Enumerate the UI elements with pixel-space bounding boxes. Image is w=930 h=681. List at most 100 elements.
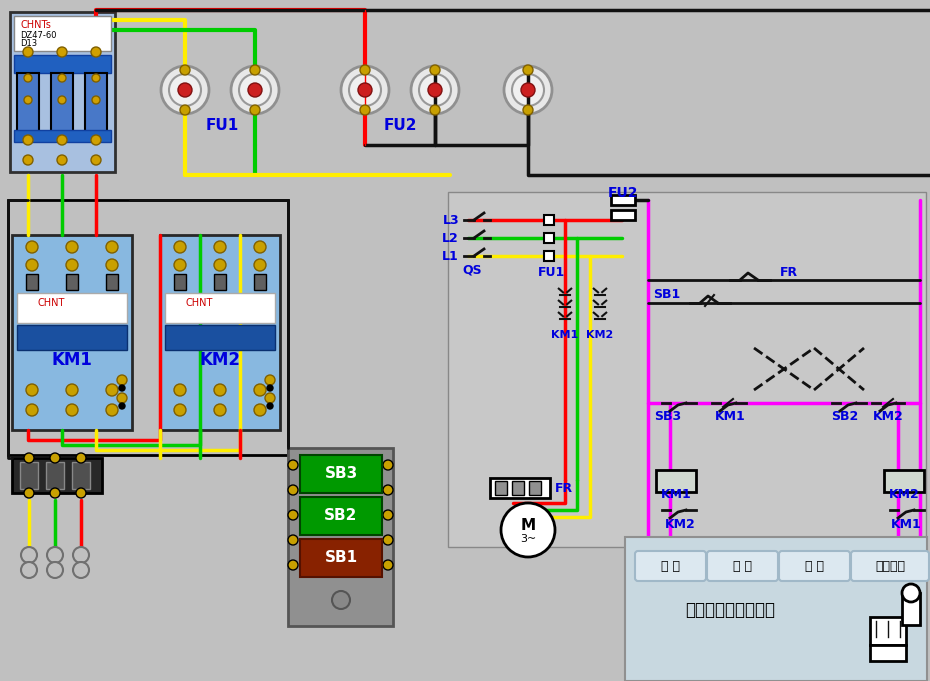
Circle shape — [91, 155, 101, 165]
Text: SB2: SB2 — [325, 509, 358, 524]
Circle shape — [26, 259, 38, 271]
Circle shape — [265, 393, 275, 403]
Bar — [512, 481, 524, 495]
Circle shape — [254, 384, 266, 396]
Circle shape — [91, 135, 101, 145]
Circle shape — [428, 83, 442, 97]
Circle shape — [26, 404, 38, 416]
Circle shape — [26, 241, 38, 253]
Circle shape — [383, 460, 393, 470]
Circle shape — [267, 385, 273, 391]
Text: FU1: FU1 — [538, 266, 565, 279]
Text: CHNTs: CHNTs — [20, 20, 51, 30]
Circle shape — [174, 404, 186, 416]
Circle shape — [265, 375, 275, 385]
Circle shape — [21, 547, 37, 563]
Circle shape — [24, 453, 34, 463]
Circle shape — [106, 404, 118, 416]
Circle shape — [24, 488, 34, 498]
Bar — [17, 293, 127, 323]
Text: 保 存: 保 存 — [733, 560, 751, 573]
Text: KM2: KM2 — [200, 351, 241, 369]
Bar — [165, 293, 275, 323]
Circle shape — [73, 547, 89, 563]
Text: KM1: KM1 — [891, 518, 922, 530]
Text: KM1: KM1 — [551, 330, 578, 340]
Bar — [51, 73, 73, 138]
Circle shape — [250, 105, 260, 115]
Text: SB3: SB3 — [325, 466, 358, 481]
Bar — [544, 251, 554, 261]
Circle shape — [47, 562, 63, 578]
Circle shape — [254, 241, 266, 253]
Circle shape — [106, 259, 118, 271]
Circle shape — [58, 74, 66, 82]
Bar — [254, 274, 266, 290]
Circle shape — [117, 393, 127, 403]
Bar — [14, 55, 111, 73]
Text: 接线正确，请继续。: 接线正确，请继续。 — [685, 601, 775, 619]
Circle shape — [180, 105, 190, 115]
Circle shape — [288, 560, 298, 570]
Text: KM1: KM1 — [660, 488, 691, 501]
Circle shape — [26, 384, 38, 396]
Circle shape — [92, 74, 100, 82]
Bar — [611, 210, 635, 220]
Circle shape — [91, 47, 101, 57]
Circle shape — [411, 66, 459, 114]
Text: M: M — [521, 518, 536, 533]
Circle shape — [332, 591, 350, 609]
Bar — [288, 448, 393, 626]
Circle shape — [214, 259, 226, 271]
FancyBboxPatch shape — [707, 551, 778, 581]
Bar — [8, 200, 288, 455]
Circle shape — [76, 488, 86, 498]
Circle shape — [383, 535, 393, 545]
Text: CHNT: CHNT — [185, 298, 212, 308]
Bar — [884, 470, 924, 492]
Circle shape — [231, 66, 279, 114]
Bar — [72, 462, 90, 489]
Circle shape — [521, 83, 535, 97]
Circle shape — [383, 560, 393, 570]
Circle shape — [57, 135, 67, 145]
Circle shape — [47, 547, 63, 563]
FancyBboxPatch shape — [851, 551, 929, 581]
Circle shape — [66, 259, 78, 271]
Circle shape — [119, 403, 125, 409]
Text: QS: QS — [462, 264, 482, 276]
Text: FU1: FU1 — [206, 118, 239, 133]
Circle shape — [360, 105, 370, 115]
Circle shape — [267, 403, 273, 409]
Circle shape — [66, 241, 78, 253]
Text: FR: FR — [780, 266, 798, 279]
Text: KM2: KM2 — [665, 518, 696, 530]
Text: 打 开: 打 开 — [660, 560, 680, 573]
Bar — [85, 73, 107, 138]
Circle shape — [341, 66, 389, 114]
Bar — [17, 73, 39, 138]
Circle shape — [21, 562, 37, 578]
Bar — [490, 478, 550, 498]
Text: FR: FR — [555, 481, 573, 494]
Text: KM1: KM1 — [714, 411, 745, 424]
Circle shape — [180, 65, 190, 75]
Circle shape — [119, 385, 125, 391]
Circle shape — [50, 453, 60, 463]
Circle shape — [117, 375, 127, 385]
Bar — [300, 455, 382, 493]
Circle shape — [161, 66, 209, 114]
Text: 3~: 3~ — [520, 534, 536, 544]
Bar — [66, 274, 78, 290]
Circle shape — [430, 65, 440, 75]
Text: FU2: FU2 — [607, 186, 638, 200]
Circle shape — [73, 562, 89, 578]
Circle shape — [24, 96, 32, 104]
Text: 答 案: 答 案 — [804, 560, 823, 573]
Circle shape — [76, 453, 86, 463]
Bar — [20, 462, 38, 489]
Circle shape — [288, 460, 298, 470]
Circle shape — [430, 105, 440, 115]
Circle shape — [902, 584, 920, 602]
Bar — [544, 215, 554, 225]
